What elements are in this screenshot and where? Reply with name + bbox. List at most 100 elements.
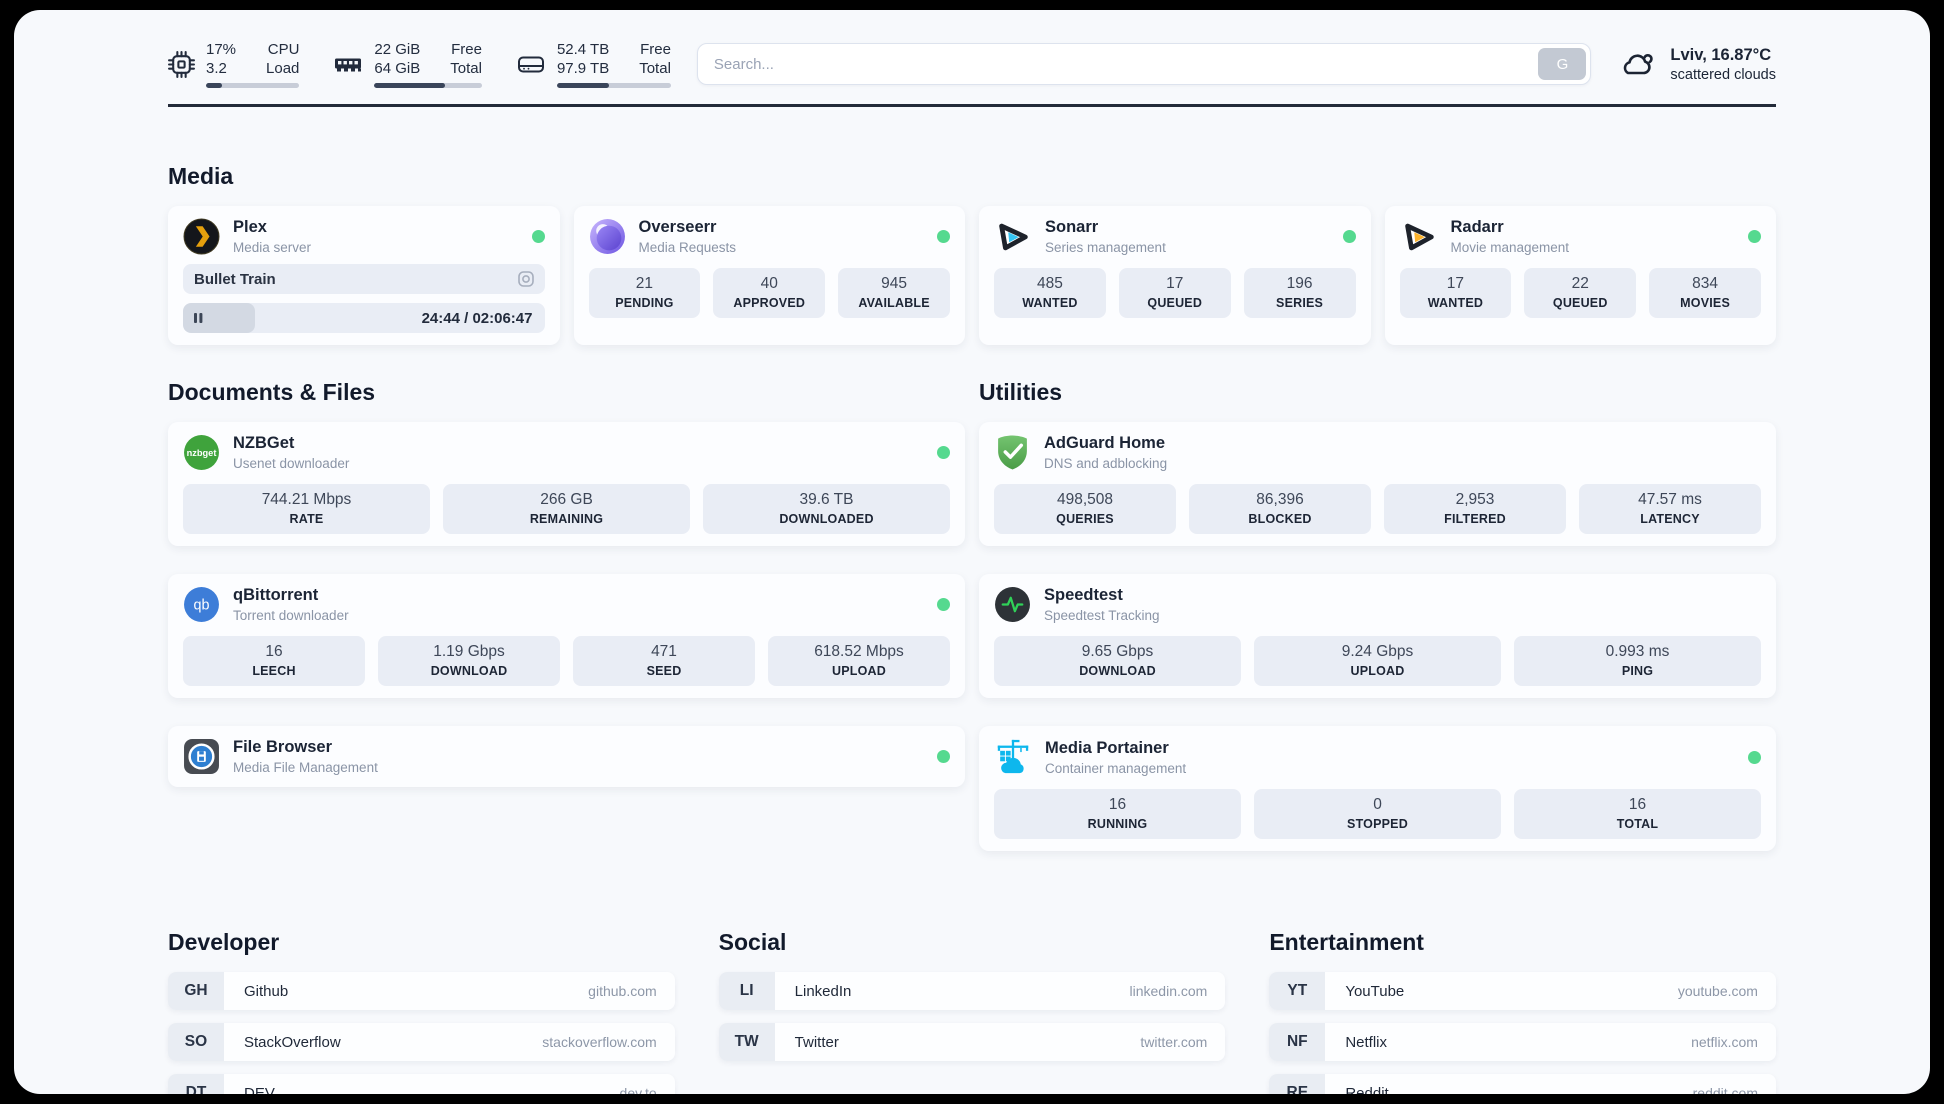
stat-tiles: 498,508 QUERIES 86,396 BLOCKED 2,953 FILTER… bbox=[994, 484, 1761, 534]
card-portainer[interactable]: Media Portainer Container management 16 R… bbox=[979, 726, 1776, 851]
card-overseerr[interactable]: Overseerr Media Requests 21 PENDING 40 APP… bbox=[573, 206, 965, 345]
card-filebrowser[interactable]: File Browser Media File Management bbox=[168, 726, 965, 787]
bookmark-name: Github bbox=[244, 982, 289, 1000]
stat-tile: 16 LEECH bbox=[183, 636, 365, 686]
status-online-dot bbox=[1748, 230, 1761, 243]
stat-tiles: 17 WANTED 22 QUEUED 834 MOVIES bbox=[1399, 268, 1761, 318]
media-card-row: Plex Media server Bullet Train bbox=[168, 206, 1776, 345]
radarr-logo-icon bbox=[1400, 218, 1438, 255]
card-radarr[interactable]: Radarr Movie management 17 WANTED 22 QUEUE… bbox=[1384, 206, 1776, 345]
app-title: AdGuard Home bbox=[1044, 434, 1166, 452]
cpu-icon bbox=[168, 50, 195, 78]
app-subtitle: Series management bbox=[1045, 240, 1166, 255]
bookmark-name: YouTube bbox=[1345, 982, 1405, 1000]
pause-icon[interactable] bbox=[192, 312, 204, 324]
app-title: Plex bbox=[233, 218, 267, 236]
cpu-stat-body: 17% 3.2 CPU Load bbox=[206, 40, 300, 88]
search-input[interactable] bbox=[696, 43, 1592, 85]
ram-stat: 22 GiB 64 GiB Free Total bbox=[333, 40, 482, 88]
viewfinder-icon[interactable] bbox=[516, 269, 536, 289]
search-engine-button[interactable]: G bbox=[1538, 48, 1587, 80]
cpu-stat: 17% 3.2 CPU Load bbox=[168, 40, 300, 88]
bookmark-youtube[interactable]: YT YouTube youtube.com bbox=[1269, 972, 1776, 1010]
speedtest-logo-icon bbox=[994, 586, 1031, 623]
app-title: Radarr bbox=[1450, 218, 1504, 236]
cpu-labels: CPU Load bbox=[266, 41, 300, 77]
documents-column: Documents & Files nzbget NZBGet Usenet d bbox=[168, 345, 965, 815]
svg-text:qb: qb bbox=[194, 598, 210, 614]
bookmark-dev[interactable]: DT DEV dev.to bbox=[168, 1074, 675, 1094]
bookmark-columns: Developer GH Github github.com SO StackO… bbox=[168, 929, 1776, 1094]
bookmark-linkedin[interactable]: LI LinkedIn linkedin.com bbox=[718, 972, 1226, 1010]
bookmark-url: linkedin.com bbox=[1129, 983, 1208, 999]
card-qbittorrent[interactable]: qb qBittorrent Torrent downloader 16 LEEC… bbox=[168, 574, 965, 698]
bookmark-name: DEV bbox=[244, 1084, 275, 1095]
cpu-values: 17% 3.2 bbox=[206, 41, 237, 77]
stat-tile: 618.52 Mbps UPLOAD bbox=[768, 636, 950, 686]
stat-tiles: 16 LEECH 1.19 Gbps DOWNLOAD 471 SEED 618.52… bbox=[183, 636, 950, 686]
bookmark-url: dev.to bbox=[619, 1085, 657, 1094]
app-subtitle: Speedtest Tracking bbox=[1044, 608, 1160, 623]
app-subtitle: Usenet downloader bbox=[233, 456, 350, 471]
bookmark-netflix[interactable]: NF Netflix netflix.com bbox=[1269, 1023, 1776, 1061]
card-nzbget[interactable]: nzbget NZBGet Usenet downloader 744.21 M… bbox=[168, 422, 965, 546]
stat-tiles: 16 RUNNING 0 STOPPED 16 TOTAL bbox=[994, 789, 1761, 839]
entertainment-column: Entertainment YT YouTube youtube.com NF … bbox=[1269, 929, 1776, 1094]
playback-progress-row[interactable]: 24:44 / 02:06:47 bbox=[183, 303, 545, 333]
bookmark-abbr: NF bbox=[1269, 1023, 1326, 1061]
app-title: File Browser bbox=[233, 738, 333, 756]
now-playing-row: Bullet Train bbox=[183, 264, 545, 294]
playback-time: 24:44 / 02:06:47 bbox=[421, 309, 533, 327]
card-sonarr[interactable]: Sonarr Series management 485 WANTED 17 QUE… bbox=[979, 206, 1371, 345]
card-plex[interactable]: Plex Media server Bullet Train bbox=[168, 206, 560, 345]
bookmark-reddit[interactable]: RE Reddit reddit.com bbox=[1269, 1074, 1776, 1094]
ram-icon bbox=[333, 51, 363, 78]
app-subtitle: Container management bbox=[1045, 760, 1187, 776]
developer-column: Developer GH Github github.com SO StackO… bbox=[168, 929, 675, 1094]
card-adguard[interactable]: AdGuard Home DNS and adblocking 498,508 Q… bbox=[979, 422, 1776, 546]
stat-tile: 17 WANTED bbox=[1399, 268, 1512, 318]
weather-location-temp: Lviv, 16.87°C bbox=[1670, 45, 1772, 64]
card-speedtest[interactable]: Speedtest Speedtest Tracking 9.65 Gbps DO… bbox=[979, 574, 1776, 698]
middle-columns: Documents & Files nzbget NZBGet Usenet d bbox=[168, 345, 1776, 879]
bookmark-url: stackoverflow.com bbox=[542, 1034, 657, 1050]
utilities-column: Utilities AdGuard Home bbox=[979, 345, 1776, 879]
stat-tile: 17 QUEUED bbox=[1118, 268, 1231, 318]
stat-tile: 16 TOTAL bbox=[1514, 789, 1761, 839]
bookmark-url: reddit.com bbox=[1692, 1085, 1758, 1094]
bookmark-github[interactable]: GH Github github.com bbox=[168, 972, 675, 1010]
app-subtitle: Torrent downloader bbox=[233, 608, 349, 623]
nzbget-logo-icon: nzbget bbox=[183, 434, 220, 471]
entertainment-section-title: Entertainment bbox=[1269, 929, 1424, 955]
ram-progress-fill bbox=[374, 83, 446, 88]
weather-text: Lviv, 16.87°C scattered clouds bbox=[1670, 46, 1776, 83]
top-bar: 17% 3.2 CPU Load bbox=[14, 10, 1930, 88]
bookmark-name: Twitter bbox=[794, 1033, 839, 1051]
filebrowser-logo-icon bbox=[183, 738, 220, 775]
bookmark-abbr: SO bbox=[168, 1023, 224, 1061]
stat-tile: 21 PENDING bbox=[588, 268, 701, 318]
bookmark-abbr: TW bbox=[718, 1023, 775, 1061]
social-column: Social LI LinkedIn linkedin.com TW Twitt… bbox=[718, 929, 1226, 1074]
header-divider bbox=[168, 104, 1776, 107]
stat-tile: 47.57 ms LATENCY bbox=[1579, 484, 1761, 534]
ram-values: 22 GiB 64 GiB bbox=[374, 41, 421, 77]
disk-labels: Free Total bbox=[639, 41, 671, 77]
bookmark-name: LinkedIn bbox=[794, 982, 852, 1000]
dashboard-page: 17% 3.2 CPU Load bbox=[14, 10, 1930, 1094]
weather-condition: scattered clouds bbox=[1670, 66, 1776, 83]
stat-tile: 1.19 Gbps DOWNLOAD bbox=[378, 636, 560, 686]
stat-tile: 744.21 Mbps RATE bbox=[183, 484, 430, 534]
bookmark-name: StackOverflow bbox=[244, 1033, 341, 1051]
stat-tile: 86,396 BLOCKED bbox=[1189, 484, 1371, 534]
bookmark-twitter[interactable]: TW Twitter twitter.com bbox=[718, 1023, 1226, 1061]
stat-tiles: 9.65 Gbps DOWNLOAD 9.24 Gbps UPLOAD 0.993 … bbox=[994, 636, 1761, 686]
utilities-section-title: Utilities bbox=[979, 379, 1063, 405]
cpu-progress-track bbox=[206, 83, 300, 88]
bookmark-name: Netflix bbox=[1345, 1033, 1388, 1051]
adguard-logo-icon bbox=[994, 434, 1031, 471]
svg-text:nzbget: nzbget bbox=[187, 448, 217, 458]
bookmark-abbr: DT bbox=[168, 1074, 224, 1094]
stat-tiles: 21 PENDING 40 APPROVED 945 AVAILABLE bbox=[588, 268, 950, 318]
bookmark-stackoverflow[interactable]: SO StackOverflow stackoverflow.com bbox=[168, 1023, 675, 1061]
